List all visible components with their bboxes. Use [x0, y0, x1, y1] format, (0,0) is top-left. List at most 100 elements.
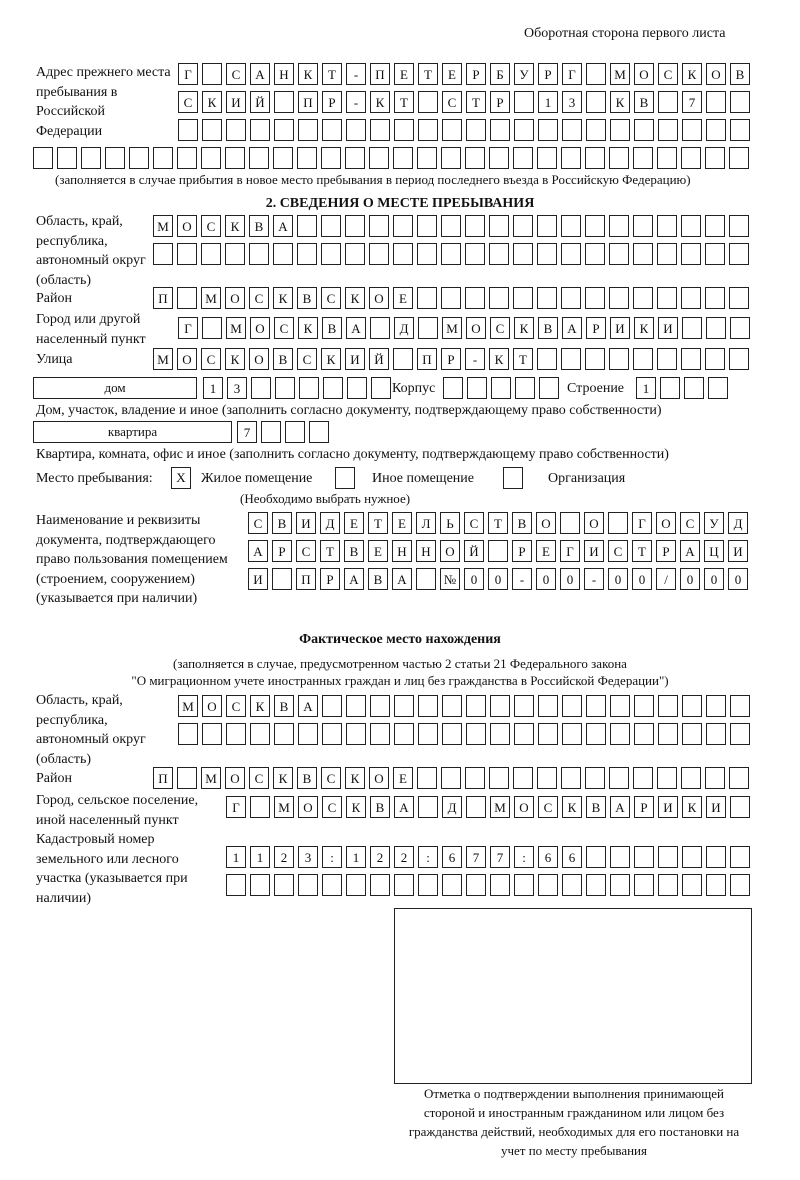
- char-cell[interactable]: [658, 723, 678, 745]
- char-cell[interactable]: [537, 287, 557, 309]
- char-cell[interactable]: Т: [632, 540, 652, 562]
- char-cell[interactable]: [297, 147, 317, 169]
- char-cell[interactable]: М: [490, 796, 510, 818]
- char-cell[interactable]: [178, 723, 198, 745]
- char-cell[interactable]: К: [489, 348, 509, 370]
- flat-type-field[interactable]: квартира: [33, 421, 232, 443]
- char-cell[interactable]: [730, 91, 750, 113]
- char-cell[interactable]: [177, 287, 197, 309]
- char-cell[interactable]: 0: [464, 568, 484, 590]
- char-cell[interactable]: -: [346, 91, 366, 113]
- char-cell[interactable]: Й: [250, 91, 270, 113]
- char-cell[interactable]: П: [153, 767, 173, 789]
- char-cell[interactable]: [513, 287, 533, 309]
- char-cell[interactable]: :: [418, 846, 438, 868]
- char-cell[interactable]: [706, 317, 726, 339]
- char-cell[interactable]: [347, 377, 367, 399]
- char-cell[interactable]: А: [394, 796, 414, 818]
- char-cell[interactable]: К: [610, 91, 630, 113]
- house-type-field[interactable]: дом: [33, 377, 197, 399]
- char-cell[interactable]: М: [153, 348, 173, 370]
- char-cell[interactable]: [537, 767, 557, 789]
- char-cell[interactable]: [489, 243, 509, 265]
- char-cell[interactable]: Г: [178, 317, 198, 339]
- char-cell[interactable]: [369, 215, 389, 237]
- char-cell[interactable]: Т: [320, 540, 340, 562]
- char-cell[interactable]: [657, 147, 677, 169]
- char-cell[interactable]: [322, 723, 342, 745]
- char-cell[interactable]: [562, 119, 582, 141]
- char-cell[interactable]: -: [465, 348, 485, 370]
- char-cell[interactable]: Р: [441, 348, 461, 370]
- char-cell[interactable]: С: [442, 91, 462, 113]
- char-cell[interactable]: А: [610, 796, 630, 818]
- char-cell[interactable]: [634, 874, 654, 896]
- char-cell[interactable]: [418, 695, 438, 717]
- char-cell[interactable]: О: [656, 512, 676, 534]
- char-cell[interactable]: Р: [512, 540, 532, 562]
- char-cell[interactable]: С: [274, 317, 294, 339]
- char-cell[interactable]: В: [538, 317, 558, 339]
- char-cell[interactable]: Д: [320, 512, 340, 534]
- char-cell[interactable]: И: [296, 512, 316, 534]
- char-cell[interactable]: [394, 874, 414, 896]
- char-cell[interactable]: [657, 287, 677, 309]
- char-cell[interactable]: 2: [274, 846, 294, 868]
- char-cell[interactable]: П: [153, 287, 173, 309]
- char-cell[interactable]: [346, 695, 366, 717]
- char-cell[interactable]: [609, 348, 629, 370]
- char-cell[interactable]: [537, 348, 557, 370]
- char-cell[interactable]: П: [370, 63, 390, 85]
- char-cell[interactable]: [298, 119, 318, 141]
- char-cell[interactable]: [465, 215, 485, 237]
- char-cell[interactable]: [249, 147, 269, 169]
- char-cell[interactable]: [729, 287, 749, 309]
- char-cell[interactable]: [610, 723, 630, 745]
- char-cell[interactable]: [705, 243, 725, 265]
- char-cell[interactable]: [465, 287, 485, 309]
- char-cell[interactable]: [226, 119, 246, 141]
- char-cell[interactable]: Р: [634, 796, 654, 818]
- char-cell[interactable]: [538, 119, 558, 141]
- char-cell[interactable]: 6: [442, 846, 462, 868]
- char-cell[interactable]: О: [225, 767, 245, 789]
- char-cell[interactable]: К: [273, 287, 293, 309]
- char-cell[interactable]: В: [586, 796, 606, 818]
- char-cell[interactable]: [610, 874, 630, 896]
- char-cell[interactable]: [202, 317, 222, 339]
- char-cell[interactable]: [561, 287, 581, 309]
- char-cell[interactable]: [466, 723, 486, 745]
- char-cell[interactable]: Е: [393, 767, 413, 789]
- char-cell[interactable]: [225, 243, 245, 265]
- stay-option-checkbox-residential[interactable]: X: [171, 467, 191, 489]
- char-cell[interactable]: [681, 767, 701, 789]
- char-cell[interactable]: В: [344, 540, 364, 562]
- char-cell[interactable]: М: [178, 695, 198, 717]
- char-cell[interactable]: [586, 874, 606, 896]
- char-cell[interactable]: [706, 695, 726, 717]
- char-cell[interactable]: [465, 767, 485, 789]
- char-cell[interactable]: В: [272, 512, 292, 534]
- char-cell[interactable]: [513, 147, 533, 169]
- char-cell[interactable]: К: [634, 317, 654, 339]
- char-cell[interactable]: Й: [369, 348, 389, 370]
- char-cell[interactable]: А: [248, 540, 268, 562]
- char-cell[interactable]: [537, 147, 557, 169]
- char-cell[interactable]: [274, 874, 294, 896]
- char-cell[interactable]: С: [201, 215, 221, 237]
- char-cell[interactable]: И: [658, 796, 678, 818]
- char-cell[interactable]: [393, 243, 413, 265]
- char-cell[interactable]: [489, 147, 509, 169]
- char-cell[interactable]: И: [658, 317, 678, 339]
- char-cell[interactable]: Г: [178, 63, 198, 85]
- char-cell[interactable]: 6: [562, 846, 582, 868]
- char-cell[interactable]: [514, 91, 534, 113]
- char-cell[interactable]: Т: [466, 91, 486, 113]
- char-cell[interactable]: А: [346, 317, 366, 339]
- char-cell[interactable]: [705, 215, 725, 237]
- char-cell[interactable]: [393, 147, 413, 169]
- char-cell[interactable]: К: [225, 348, 245, 370]
- char-cell[interactable]: [321, 215, 341, 237]
- char-cell[interactable]: В: [730, 63, 750, 85]
- char-cell[interactable]: У: [704, 512, 724, 534]
